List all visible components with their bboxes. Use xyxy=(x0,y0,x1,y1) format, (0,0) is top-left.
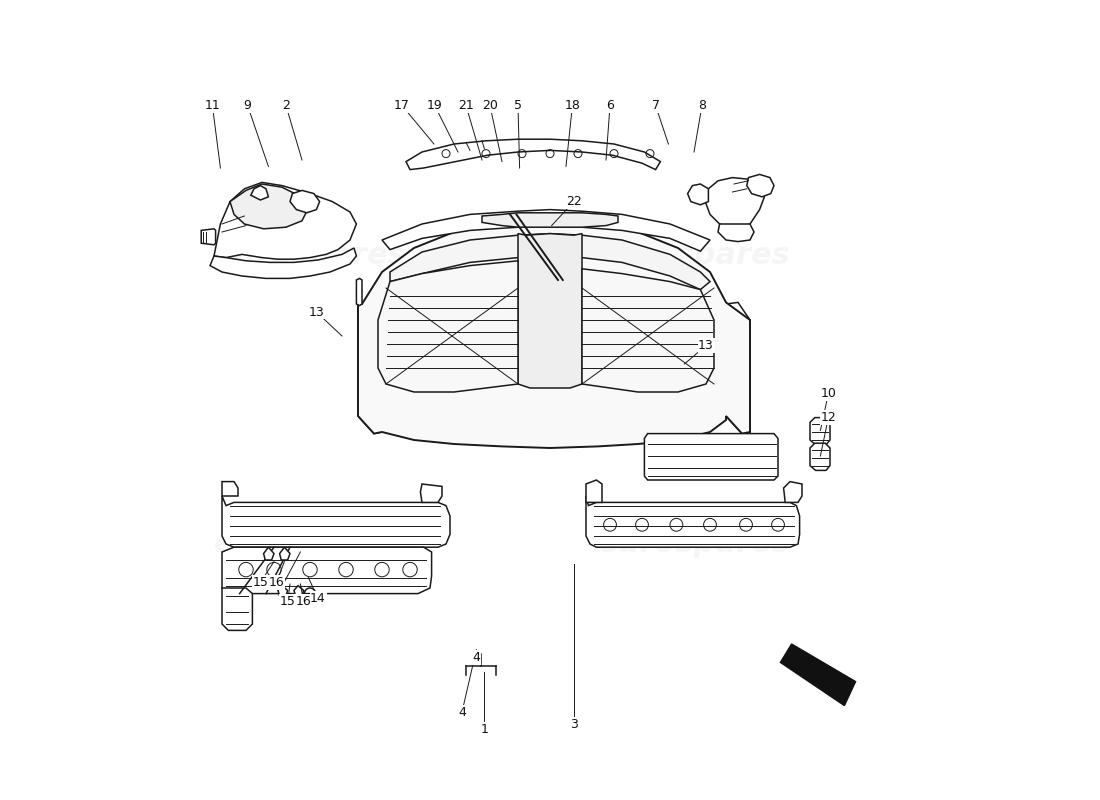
Polygon shape xyxy=(290,190,320,213)
Text: 10: 10 xyxy=(821,387,836,400)
Polygon shape xyxy=(378,261,518,392)
Text: 14: 14 xyxy=(310,592,326,605)
Polygon shape xyxy=(358,302,382,434)
Polygon shape xyxy=(518,234,582,388)
Polygon shape xyxy=(783,482,802,502)
Text: 4: 4 xyxy=(473,651,481,664)
Polygon shape xyxy=(201,229,216,245)
Polygon shape xyxy=(810,418,830,445)
Polygon shape xyxy=(420,484,442,502)
Polygon shape xyxy=(726,302,750,434)
Text: 5: 5 xyxy=(514,99,522,112)
Text: 12: 12 xyxy=(821,411,836,424)
Text: 6: 6 xyxy=(606,99,614,112)
Text: eurospares: eurospares xyxy=(597,530,791,558)
Polygon shape xyxy=(382,210,710,251)
Polygon shape xyxy=(230,184,308,229)
Polygon shape xyxy=(586,480,602,502)
Polygon shape xyxy=(222,482,238,496)
Polygon shape xyxy=(705,178,764,229)
Polygon shape xyxy=(645,434,778,480)
Text: 18: 18 xyxy=(564,99,581,112)
Polygon shape xyxy=(358,224,750,448)
Text: 22: 22 xyxy=(566,195,582,208)
Polygon shape xyxy=(264,547,274,560)
Text: 20: 20 xyxy=(482,99,498,112)
Text: 1: 1 xyxy=(481,723,488,736)
Text: 8: 8 xyxy=(698,99,706,112)
Text: 3: 3 xyxy=(570,718,578,730)
Polygon shape xyxy=(586,496,800,547)
Text: 17: 17 xyxy=(394,99,410,112)
Text: 11: 11 xyxy=(205,99,220,112)
Text: 16: 16 xyxy=(268,576,284,589)
Text: 2: 2 xyxy=(282,99,290,112)
Polygon shape xyxy=(356,278,362,306)
Text: 13: 13 xyxy=(308,306,324,318)
Polygon shape xyxy=(718,224,754,242)
Polygon shape xyxy=(278,586,287,596)
Text: eurospares: eurospares xyxy=(597,242,791,270)
Polygon shape xyxy=(810,443,830,470)
Text: 7: 7 xyxy=(651,99,660,112)
Text: 15: 15 xyxy=(253,576,268,589)
Polygon shape xyxy=(210,248,356,278)
Polygon shape xyxy=(482,213,618,227)
Polygon shape xyxy=(294,586,304,596)
Polygon shape xyxy=(222,496,450,547)
Polygon shape xyxy=(582,269,714,392)
Text: 19: 19 xyxy=(427,99,442,112)
Text: 4: 4 xyxy=(458,706,466,718)
Text: 9: 9 xyxy=(244,99,252,112)
Text: 16: 16 xyxy=(296,595,311,608)
Polygon shape xyxy=(222,588,252,630)
Text: eurospares: eurospares xyxy=(213,530,406,558)
Text: eurospares: eurospares xyxy=(213,242,406,270)
Polygon shape xyxy=(747,174,774,197)
Polygon shape xyxy=(780,644,856,706)
Polygon shape xyxy=(279,547,290,560)
Polygon shape xyxy=(390,234,710,290)
Polygon shape xyxy=(251,186,268,200)
Polygon shape xyxy=(222,547,431,594)
Polygon shape xyxy=(406,139,660,170)
Text: 15: 15 xyxy=(279,595,296,608)
Polygon shape xyxy=(688,184,708,205)
Polygon shape xyxy=(214,182,356,259)
Text: 21: 21 xyxy=(458,99,474,112)
Text: 13: 13 xyxy=(698,339,714,352)
